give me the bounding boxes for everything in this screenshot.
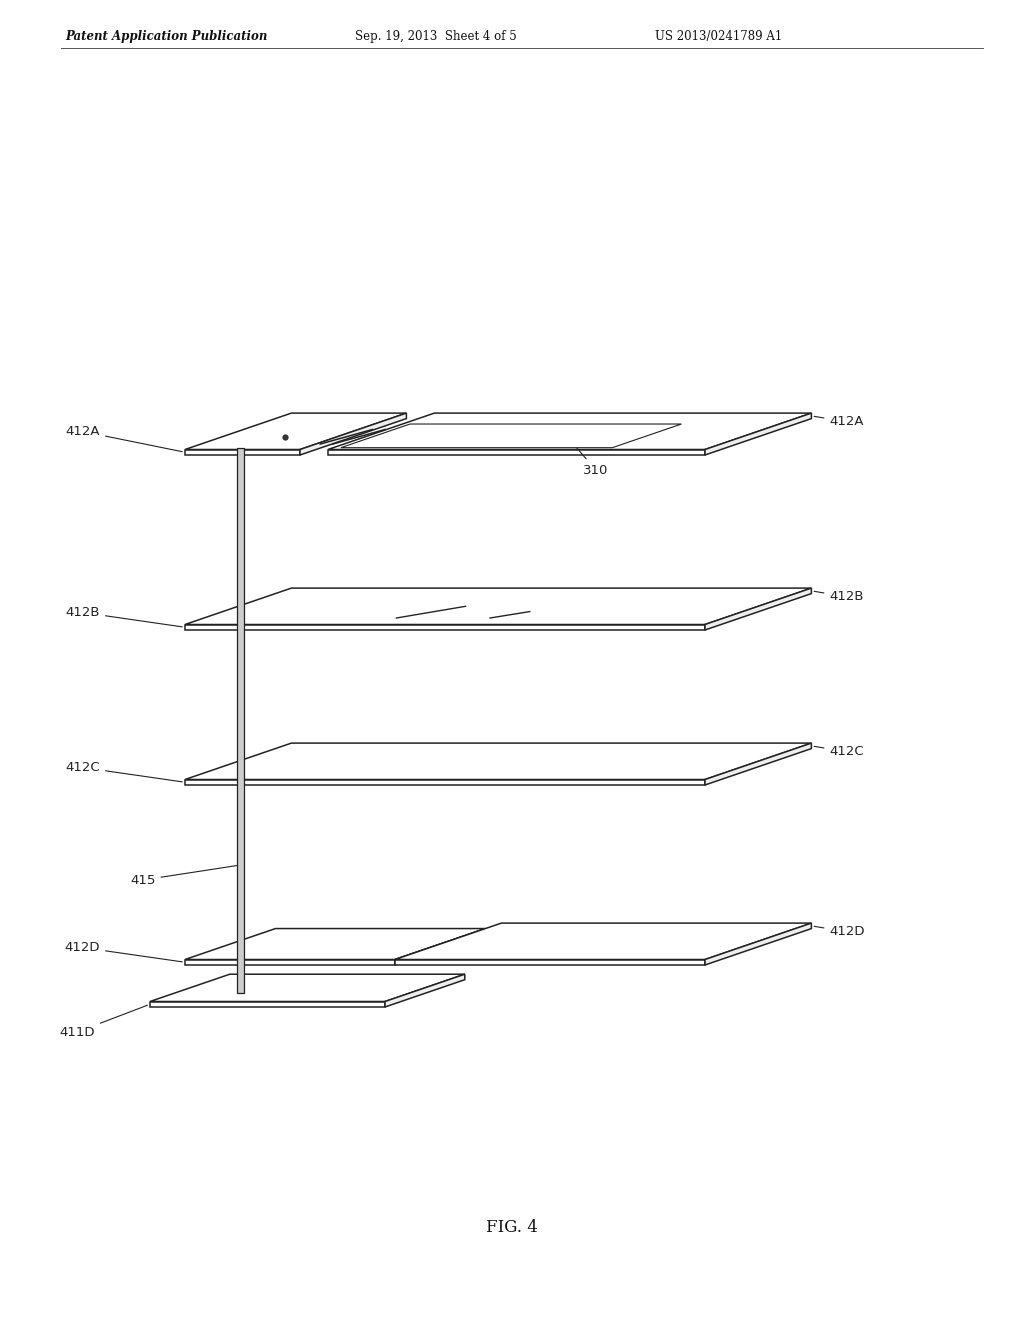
Polygon shape [705, 413, 811, 455]
Polygon shape [705, 923, 811, 965]
Polygon shape [328, 450, 705, 455]
Polygon shape [705, 589, 811, 630]
Polygon shape [185, 960, 395, 965]
Text: Patent Application Publication: Patent Application Publication [65, 30, 267, 44]
Text: US 2013/0241789 A1: US 2013/0241789 A1 [655, 30, 782, 44]
Text: 412C: 412C [814, 746, 864, 759]
Polygon shape [300, 413, 407, 455]
Polygon shape [237, 447, 244, 993]
Polygon shape [150, 1002, 385, 1007]
Polygon shape [185, 780, 705, 785]
Text: 412A: 412A [66, 425, 182, 451]
Text: 412B: 412B [66, 606, 182, 627]
Text: 412B: 412B [814, 590, 864, 603]
Polygon shape [185, 589, 811, 624]
Text: 415: 415 [130, 866, 238, 887]
Polygon shape [185, 928, 485, 960]
Text: Sep. 19, 2013  Sheet 4 of 5: Sep. 19, 2013 Sheet 4 of 5 [355, 30, 517, 44]
Polygon shape [185, 450, 300, 455]
Polygon shape [705, 743, 811, 785]
Polygon shape [328, 413, 811, 450]
Text: 310: 310 [570, 441, 608, 477]
Text: 412D: 412D [65, 941, 182, 962]
Polygon shape [185, 624, 705, 630]
Text: 411D: 411D [59, 1006, 147, 1039]
Text: 412C: 412C [66, 762, 182, 781]
Polygon shape [185, 743, 811, 780]
Text: FIG. 4: FIG. 4 [486, 1220, 538, 1237]
Polygon shape [385, 974, 465, 1007]
Polygon shape [185, 413, 407, 450]
Polygon shape [341, 424, 681, 447]
Polygon shape [395, 928, 485, 965]
Polygon shape [395, 923, 811, 960]
Polygon shape [150, 974, 465, 1002]
Polygon shape [395, 960, 705, 965]
Text: 412A: 412A [814, 416, 864, 429]
Text: 412D: 412D [814, 925, 865, 939]
